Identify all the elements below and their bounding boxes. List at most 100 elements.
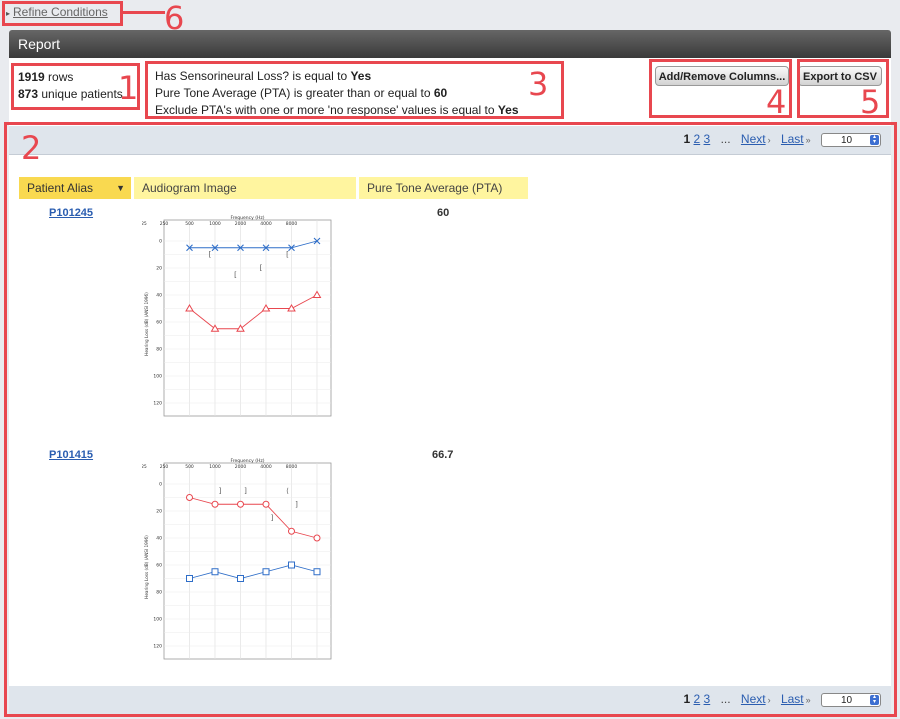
frequency-tick-label: 500 <box>185 464 194 470</box>
condition-list: Has Sensorineural Loss? is equal to Yes … <box>155 68 519 119</box>
frequency-tick-label: 4000 <box>260 221 272 227</box>
callout-number-5: 5 <box>860 83 881 121</box>
right-ear-triangle-marker <box>312 290 322 298</box>
db-tick-label: 0 <box>159 239 162 245</box>
page-link-3[interactable]: 3 <box>703 692 711 706</box>
left-ear-square-marker <box>237 575 244 582</box>
db-tick-label: 0 <box>159 482 162 488</box>
y-axis-title: Hearing Loss (dB) (ANSI 1996) <box>144 292 149 356</box>
next-link[interactable]: Next <box>740 132 766 146</box>
right-ear-triangle-marker <box>210 324 220 332</box>
db-tick-label: 60 <box>156 320 162 326</box>
pta-value: 60 <box>437 207 450 219</box>
callout-box-1 <box>11 63 140 110</box>
expand-arrow-icon: ▸ <box>6 9 11 18</box>
callout-number-1: 1 <box>118 69 139 107</box>
condition-item: Pure Tone Average (PTA) is greater than … <box>155 86 448 100</box>
frequency-tick-label: 1000 <box>209 221 221 227</box>
patient-alias-link[interactable]: P101245 <box>49 207 94 219</box>
patient-alias-link[interactable]: P101415 <box>49 449 94 461</box>
left-ear-square-marker <box>313 568 321 576</box>
callout-box-3 <box>145 61 564 119</box>
left-ear-square-marker <box>186 575 193 582</box>
left-ear-square-marker <box>262 568 270 576</box>
bone-conduction-marker: [ <box>260 264 263 272</box>
audiogram-image: Frequency (Hz) 125 250 500 1000 2000 4000 8000 0… <box>142 215 332 417</box>
left-ear-square-marker <box>211 568 219 576</box>
left-ear-x-marker <box>211 244 219 252</box>
db-tick-label: 80 <box>156 347 162 353</box>
report-header: Report <box>9 30 891 58</box>
page-ellipsis: ... <box>720 692 731 706</box>
last-link[interactable]: Last <box>780 692 804 706</box>
frequency-tick-label: 2000 <box>235 221 247 227</box>
db-tick-label: 100 <box>153 374 162 380</box>
add-remove-columns-button[interactable]: Add/Remove Columns... <box>655 66 789 86</box>
callout-box-4 <box>649 59 792 118</box>
pagination: 1 2 3 ... Next › Last» 10 ▴ ▾ <box>676 132 881 147</box>
right-ear-triangle-marker <box>185 304 194 312</box>
bone-conduction-marker: ⟨ <box>286 487 289 495</box>
frequency-axis-title: Frequency (Hz) <box>231 215 265 221</box>
right-ear-circle-marker <box>237 500 244 508</box>
y-axis-title: Hearing Loss (dB) (ANSI 1996) <box>144 535 149 599</box>
column-header-audiogram[interactable]: Audiogram Image <box>134 177 356 199</box>
frequency-tick-label: 1000 <box>209 464 221 470</box>
db-tick-label: 20 <box>156 266 162 272</box>
results-panel <box>9 124 891 714</box>
frequency-tick-label: 250 <box>160 464 169 470</box>
summary-counts: 1919 rows 873 unique patients <box>18 69 123 103</box>
pager-top: 1 2 3 ... Next › Last» 10 ▴ ▾ <box>9 126 891 155</box>
left-ear-x-marker <box>237 244 244 252</box>
page-link-3[interactable]: 3 <box>703 132 711 146</box>
report-title: Report <box>18 36 61 52</box>
page-link-2[interactable]: 2 <box>693 132 701 146</box>
right-ear-circle-marker <box>211 500 219 508</box>
bone-conduction-marker: ] <box>219 487 222 495</box>
export-csv-button[interactable]: Export to CSV <box>798 66 882 86</box>
column-header-patient-alias[interactable]: Patient Alias ▼ <box>19 177 131 199</box>
spinner-icon: ▴ ▾ <box>870 134 879 145</box>
frequency-tick-label: 125 <box>142 464 147 470</box>
frequency-tick-label: 8000 <box>286 221 298 227</box>
threshold-line <box>189 564 318 579</box>
row-count: 1919 rows <box>18 70 74 84</box>
right-ear-circle-marker <box>288 527 295 535</box>
left-ear-x-marker <box>313 237 321 245</box>
bone-conduction-marker: ] <box>295 500 298 508</box>
left-ear-x-marker <box>262 244 270 252</box>
page-link-2[interactable]: 2 <box>693 692 701 706</box>
right-ear-circle-marker <box>313 534 321 542</box>
callout-box-5 <box>797 59 889 118</box>
right-ear-circle-marker <box>186 494 193 501</box>
db-tick-label: 80 <box>156 590 162 596</box>
right-ear-triangle-marker <box>261 304 271 312</box>
threshold-line <box>189 497 318 539</box>
callout-connector-6 <box>123 11 165 14</box>
bone-conduction-marker: [ <box>209 251 212 259</box>
left-ear-square-marker <box>288 561 295 569</box>
right-ear-triangle-marker <box>236 324 245 332</box>
page-size-select[interactable]: 10 ▴ ▾ <box>821 132 881 147</box>
frequency-tick-label: 2000 <box>235 464 247 470</box>
last-link[interactable]: Last <box>780 132 804 146</box>
page-size-select[interactable]: 10 ▴ ▾ <box>821 692 881 707</box>
callout-number-2: 2 <box>21 129 42 167</box>
column-header-pta[interactable]: Pure Tone Average (PTA) <box>359 177 528 199</box>
db-tick-label: 120 <box>153 644 162 650</box>
db-tick-label: 100 <box>153 617 162 623</box>
bone-conduction-marker: ] <box>244 487 247 495</box>
callout-number-3: 3 <box>528 65 549 103</box>
refine-conditions-link[interactable]: ▸ Refine Conditions <box>6 5 108 19</box>
next-link[interactable]: Next <box>740 692 766 706</box>
pagination: 1 2 3 ... Next › Last» 10 ▴ ▾ <box>676 692 881 707</box>
threshold-line <box>189 240 318 249</box>
condition-item: Has Sensorineural Loss? is equal to Yes <box>155 69 372 83</box>
right-ear-triangle-marker <box>287 304 296 312</box>
condition-item: Exclude PTA's with one or more 'no respo… <box>155 103 519 117</box>
callout-number-6: 6 <box>164 0 185 37</box>
patient-count: 873 unique patients <box>18 87 123 101</box>
plot-frame <box>163 219 332 417</box>
page-ellipsis: ... <box>720 132 731 146</box>
report-info-panel: 1919 rows 873 unique patients Has Sensor… <box>9 58 891 122</box>
